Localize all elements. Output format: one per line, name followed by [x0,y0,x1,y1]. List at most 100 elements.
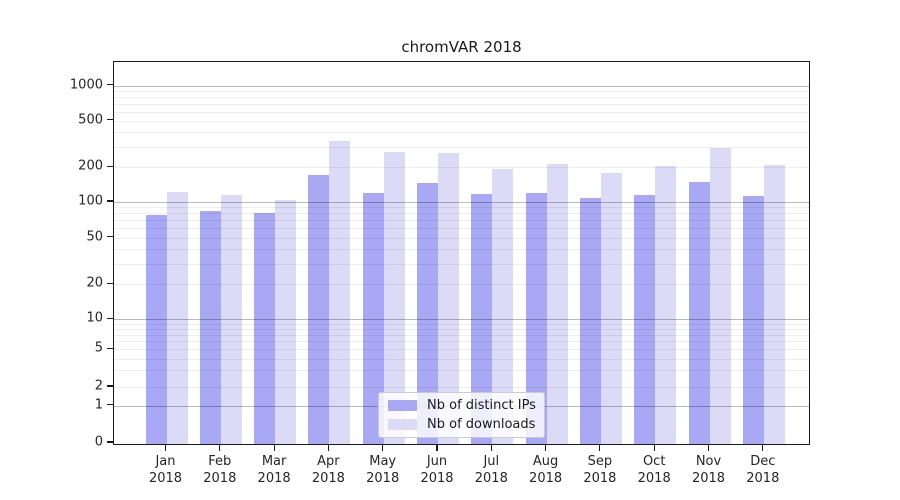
y-tick-label-1000: 1000 [69,77,103,93]
bar-distinct-ips-sep [579,197,601,444]
y-tick-label-100: 100 [78,193,103,209]
x-tick-label-mar: Mar 2018 [257,454,291,486]
y-tick-5 [107,347,113,349]
minor-gridline-50 [114,237,809,239]
x-tick-apr [327,445,329,451]
x-tick-label-apr: Apr 2018 [311,454,345,486]
bar-downloads-nov [709,147,731,444]
x-tick-label-jun: Jun 2018 [420,454,454,486]
minor-gridline-90 [114,207,809,209]
minor-gridline-700 [114,103,809,105]
y-tick-200 [107,165,113,167]
minor-gridline-400 [114,132,809,134]
minor-gridline-300 [114,146,809,148]
bar-distinct-ips-nov [688,181,710,444]
bar-downloads-oct [655,165,677,444]
bar-distinct-ips-apr [308,175,330,444]
x-tick-sep [599,445,601,451]
bar-downloads-jul [492,168,514,444]
y-tick-label-50: 50 [86,229,103,245]
x-tick-label-jan: Jan 2018 [148,454,183,486]
bar-distinct-ips-may [362,192,384,444]
x-tick-nov [707,445,710,451]
bars-layer [114,62,809,444]
plot-area [113,61,810,445]
legend-item-distinct-ips: Nb of distinct IPs [388,398,536,413]
y-tick-label-10: 10 [86,310,103,326]
y-tick-label-2: 2 [94,378,103,394]
minor-gridline-5 [114,349,809,351]
bar-distinct-ips-jun [417,182,438,444]
y-tick-100 [107,200,113,202]
bar-distinct-ips-oct [634,195,656,444]
x-tick-aug [545,445,547,451]
bar-distinct-ips-mar [254,213,276,444]
y-tick-50 [107,236,113,238]
y-tick-label-200: 200 [78,158,103,174]
y-tick-label-1: 1 [94,397,103,412]
minor-gridline-6 [114,341,809,343]
minor-gridline-3 [114,370,809,372]
x-tick-label-oct: Oct 2018 [637,454,671,486]
minor-gridline-20 [114,284,809,286]
bar-downloads-sep [600,173,622,444]
y-tick-20 [107,282,113,284]
minor-gridline-2 [114,387,809,388]
minor-gridline-4 [114,358,809,360]
major-gridline-1000 [114,85,809,87]
x-tick-label-feb: Feb 2018 [203,454,237,486]
legend-label-downloads: Nb of downloads [427,417,536,432]
bar-distinct-ips-aug [525,193,547,444]
legend-swatch-distinct-ips [388,400,417,411]
grid-layer [114,62,809,444]
x-tick-feb [219,445,221,451]
minor-gridline-40 [114,249,809,251]
bar-downloads-may [383,151,405,444]
minor-gridline-200 [114,167,809,169]
y-tick-10 [107,317,113,319]
bar-downloads-mar [275,200,297,444]
legend-item-downloads: Nb of downloads [388,417,535,432]
bar-downloads-dec [763,165,785,444]
y-tick-1000 [107,84,113,86]
x-tick-jun [436,445,438,451]
x-tick-dec [762,445,764,451]
bar-downloads-apr [329,140,351,444]
minor-gridline-30 [114,263,809,265]
x-tick-mar [273,445,275,451]
minor-gridline-70 [114,220,809,222]
bar-downloads-feb [220,195,242,444]
y-tick-label-500: 500 [78,112,103,128]
y-tick-label-0: 0 [94,434,103,450]
x-tick-label-sep: Sep 2018 [583,454,617,486]
x-tick-oct [653,445,655,451]
major-gridline-10 [114,319,809,321]
y-tick-0 [107,441,113,443]
minor-gridline-900 [114,91,809,93]
bar-downloads-jun [438,152,459,444]
x-tick-label-nov: Nov 2018 [691,454,726,486]
bar-distinct-ips-dec [742,196,764,444]
x-tick-jul [490,445,492,451]
x-tick-label-may: May 2018 [366,454,400,486]
y-tick-label-5: 5 [94,340,103,356]
legend: Nb of distinct IPs Nb of downloads [378,392,545,438]
y-tick-2 [107,385,113,387]
x-tick-may [382,445,384,451]
minor-gridline-8 [114,328,809,330]
legend-swatch-downloads [388,419,417,430]
x-tick-label-dec: Dec 2018 [746,454,780,486]
y-tick-1 [107,403,113,406]
y-tick-500 [107,119,113,121]
bar-downloads-jan [166,192,188,444]
x-tick-label-aug: Aug 2018 [529,454,563,486]
minor-gridline-7 [114,334,809,336]
x-tick-jan [164,445,167,451]
chart-title: chromVAR 2018 [401,38,522,56]
minor-gridline-9 [114,323,809,325]
bar-distinct-ips-jul [471,193,493,444]
major-gridline-100 [114,202,809,203]
x-tick-label-jul: Jul 2018 [474,454,508,486]
